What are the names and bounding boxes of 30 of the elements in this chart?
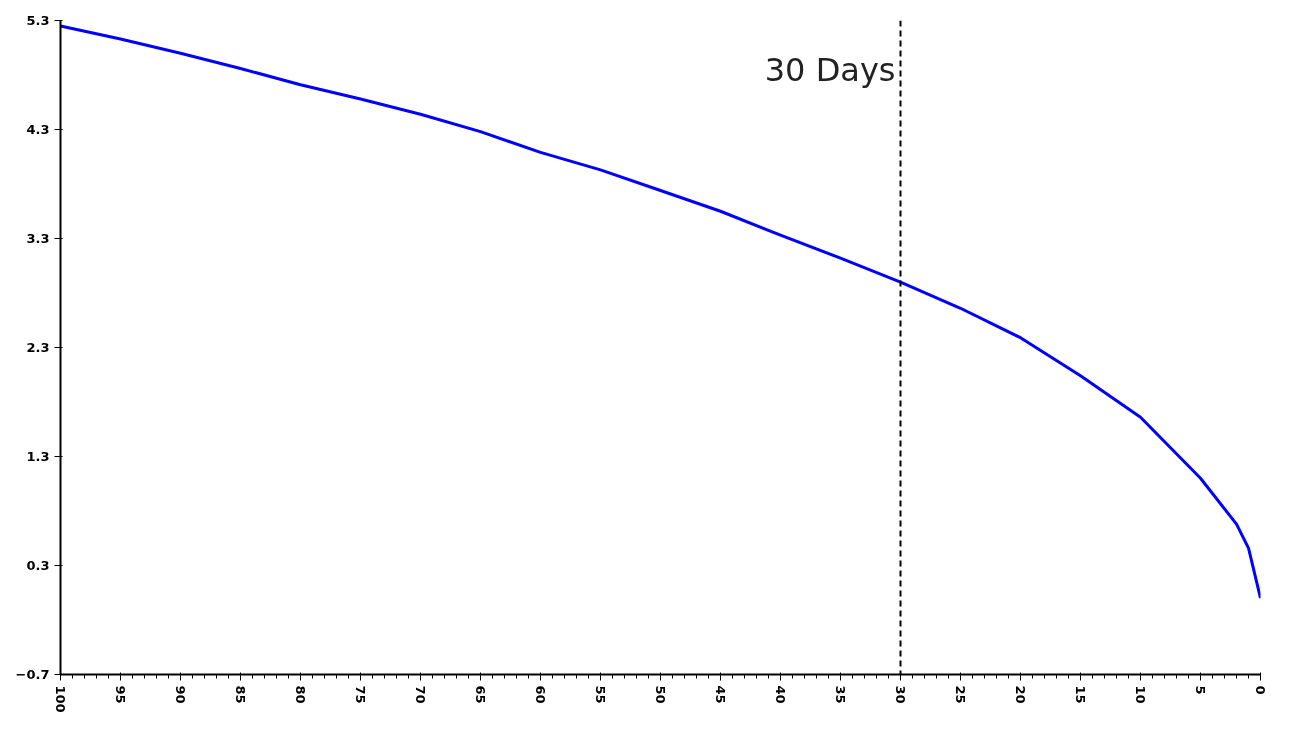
- x-tick-label: 80: [293, 685, 308, 704]
- y-tick-label: −0.7: [15, 667, 50, 682]
- x-tick-label: 15: [1073, 685, 1088, 704]
- y-tick-label: 5.3: [26, 13, 50, 28]
- x-tick-label: 50: [653, 685, 668, 704]
- y-tick-label: 4.3: [26, 122, 50, 137]
- y-tick-label: 2.3: [26, 340, 50, 355]
- line-series: [60, 24, 1261, 600]
- y-tick-label: 3.3: [26, 231, 50, 246]
- x-tick-label: 35: [833, 685, 848, 704]
- x-tick-label: 100: [53, 685, 68, 713]
- x-tick-label: 10: [1133, 685, 1148, 704]
- x-tick-label: 20: [1013, 685, 1028, 704]
- x-tick-label: 25: [953, 685, 968, 704]
- x-tick-label: 70: [413, 685, 428, 704]
- x-tick-label: 60: [533, 685, 548, 704]
- x-tick-label: 95: [113, 685, 128, 704]
- x-tick-label: 5: [1193, 685, 1208, 695]
- ref-line-label: 30 Days: [764, 50, 896, 89]
- x-tick-label: 55: [593, 685, 608, 704]
- y-tick-label: 0.3: [26, 558, 50, 573]
- x-tick-label: 30: [893, 685, 908, 704]
- x-tick-label: 90: [173, 685, 188, 704]
- x-tick-label: 75: [353, 685, 368, 704]
- x-tick-label: 40: [773, 685, 788, 704]
- x-tick-label: 0: [1253, 685, 1268, 695]
- x-tick-label: 85: [233, 685, 248, 704]
- x-tick-label: 65: [473, 685, 488, 704]
- y-tick-label: 1.3: [26, 449, 50, 464]
- x-tick-label: 45: [713, 685, 728, 704]
